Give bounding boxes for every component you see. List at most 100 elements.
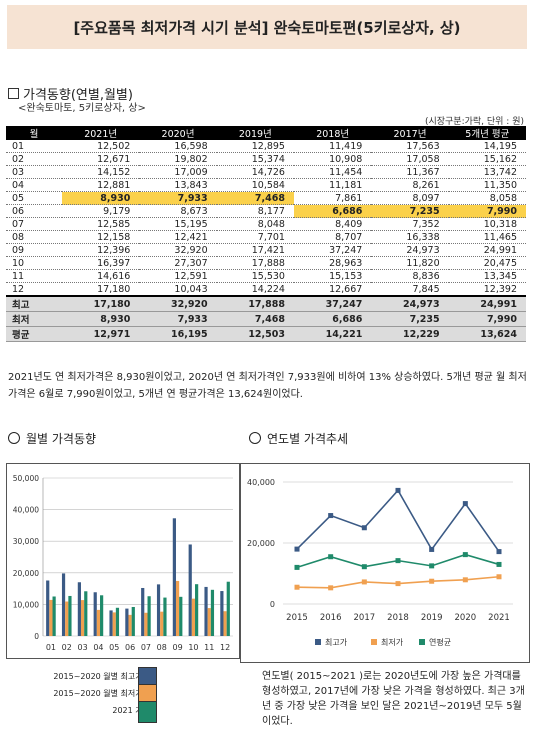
table-cell: 최저 [6, 311, 62, 327]
y-tick-label: 20,000 [13, 569, 39, 578]
table-cell: 8,177 [216, 204, 294, 218]
y-tick-label: 0 [270, 600, 275, 609]
table-cell: 7,990 [448, 204, 526, 218]
table-row: 04 12,881 13,843 10,584 11,181 8,261 11,350 [6, 178, 526, 192]
x-tick-label: 02 [62, 643, 72, 652]
table-row: 12 17,180 10,043 14,224 12,667 7,845 12,392 [6, 282, 526, 297]
bar [156, 584, 161, 636]
bar [179, 596, 183, 636]
yearly-chart-panel: 0 20,000 40,000 2015 2016 2017 2018 2019 2020 202… [240, 463, 530, 663]
table-cell: 24,973 [371, 243, 449, 257]
bar [191, 598, 196, 636]
table-cell: 12,585 [62, 217, 140, 231]
table-row: 11 14,616 12,591 15,530 15,153 8,836 13,345 [6, 269, 526, 283]
table-cell: 11,465 [448, 230, 526, 244]
bar [68, 595, 72, 636]
table-row: 08 12,158 12,421 7,701 8,707 16,338 11,465 [6, 230, 526, 244]
analysis-text: 2021년도 연 최저가격은 8,930원이었고, 2020년 연 최저가격인 … [8, 372, 527, 400]
x-tick-label: 04 [93, 643, 103, 652]
x-tick-label: 07 [141, 643, 151, 652]
bar [46, 580, 50, 636]
y-tick-label: 20,000 [247, 539, 275, 548]
table-cell: 12,421 [139, 230, 217, 244]
yearly-note: 연도별( 2015~2021 )로는 2020년도에 가장 높은 가격대를 형성… [262, 671, 525, 727]
column-header: 2020년 [139, 126, 217, 140]
table-cell: 8,707 [293, 230, 372, 244]
bar [115, 607, 120, 636]
x-tick-label: 2015 [286, 613, 308, 623]
table-cell: 03 [6, 165, 62, 179]
legend-label: 최고가 [325, 637, 348, 647]
table-row: 10 16,397 27,307 17,888 28,963 11,820 20,475 [6, 256, 526, 270]
table-cell: 7,468 [216, 191, 294, 205]
legend-label: 2015~2020 월별 최저가격 [53, 689, 150, 698]
table-cell: 12,396 [62, 243, 140, 257]
section-title-text: 가격동향(연별,월별) [23, 88, 133, 103]
bar [220, 591, 224, 636]
table-cell: 17,888 [216, 256, 294, 270]
bar [96, 609, 101, 636]
table-cell: 17,058 [371, 152, 449, 166]
bar [204, 586, 208, 636]
table-cell: 14,224 [216, 282, 294, 297]
yearly-line-chart: 0 20,000 40,000 2015 2016 2017 2018 2019 2020 202… [247, 478, 513, 647]
bar [93, 592, 97, 636]
table-cell: 15,374 [216, 152, 294, 166]
legend-label: 2015~2020 월별 최고가격 [53, 672, 150, 681]
table-cell: 8,930 [62, 311, 140, 327]
table-cell: 17,009 [139, 165, 217, 179]
x-tick-label: 2021 [488, 613, 510, 623]
bar [226, 581, 230, 636]
table-body: 01 12,502 16,598 12,895 11,419 17,563 14,195 02… [6, 140, 526, 342]
page-title: [주요품목 최저가격 시기 분석] 완숙토마토편(5키로상자, 상) [7, 5, 527, 49]
table-cell: 13,345 [448, 269, 526, 283]
bar [112, 612, 116, 636]
table-cell: 7,235 [371, 311, 449, 327]
bar [109, 610, 113, 636]
data-point [361, 579, 367, 585]
table-cell: 8,673 [139, 204, 217, 218]
y-tick-label: 0 [34, 632, 39, 641]
table-cell: 7,990 [448, 311, 526, 327]
bar [77, 582, 81, 636]
table-cell: 12,591 [139, 269, 217, 283]
table-cell: 최고 [6, 295, 62, 312]
bar [207, 608, 211, 636]
table-cell: 11,367 [371, 165, 449, 179]
table-cell: 6,686 [293, 204, 372, 218]
yearly-chart-title: 연도별 가격추세 [249, 430, 348, 447]
circle-bullet-icon [8, 432, 20, 444]
x-tick-label: 2020 [455, 613, 477, 623]
data-point [462, 577, 468, 583]
column-header: 2018년 [293, 126, 372, 140]
summary-row: 최고 17,180 32,920 17,888 37,247 24,973 24,991 [6, 295, 526, 312]
column-header: 2017년 [371, 126, 449, 140]
table-cell: 16,195 [139, 326, 217, 342]
bar [188, 544, 192, 636]
bar [141, 587, 145, 636]
table-header-row: 월 2021년 2020년 2019년 2018년 2017년 5개년 평균 [6, 126, 526, 140]
data-point [395, 558, 401, 564]
table-row: 07 12,585 15,195 8,048 8,409 7,352 10,318 [6, 217, 526, 231]
table-cell: 14,195 [448, 140, 526, 153]
table-cell: 15,153 [293, 269, 372, 283]
table-cell: 09 [6, 243, 62, 257]
table-row: 05 8,930 7,933 7,468 7,861 8,097 8,058 [6, 191, 526, 205]
x-tick-label: 05 [109, 643, 119, 652]
table-cell: 15,530 [216, 269, 294, 283]
table-cell: 8,836 [371, 269, 449, 283]
column-header: 2019년 [216, 126, 294, 140]
table-cell: 10 [6, 256, 62, 270]
bar [195, 584, 199, 636]
table-cell: 11 [6, 269, 62, 283]
table-row: 02 12,671 19,802 15,374 10,908 17,058 15,162 [6, 152, 526, 166]
table-cell: 14,726 [216, 165, 294, 179]
table-cell: 32,920 [139, 243, 217, 257]
bar [84, 591, 88, 636]
data-point [395, 487, 401, 493]
section-subtitle: <완숙토마토, 5키로상자, 상> [18, 103, 146, 114]
table-cell: 8,930 [62, 191, 140, 205]
table-row: 03 14,152 17,009 14,726 11,454 11,367 13,742 [6, 165, 526, 179]
table-cell: 12,881 [62, 178, 140, 192]
table-cell: 11,350 [448, 178, 526, 192]
